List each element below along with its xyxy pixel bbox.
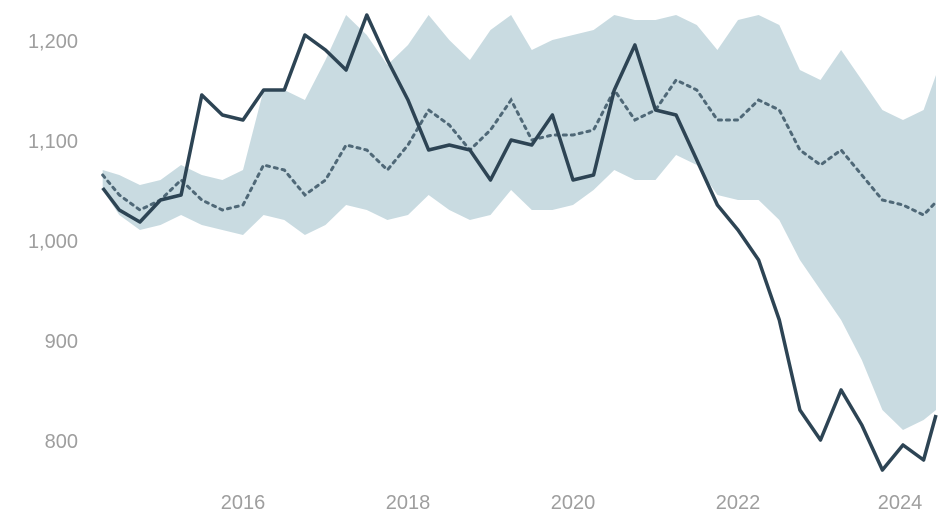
- band-area: [102, 15, 936, 430]
- x-axis: 2016 2018 2020 2022 2024: [221, 492, 923, 514]
- actual-series-line: [101, 13, 938, 472]
- uncertainty-band: [102, 15, 936, 430]
- x-tick-label: 2022: [716, 492, 761, 514]
- y-tick-label: 900: [45, 331, 78, 353]
- y-tick-label: 1,200: [28, 31, 78, 53]
- median-forecast-line: [101, 78, 938, 217]
- x-tick-label: 2016: [221, 492, 266, 514]
- y-tick-label: 800: [45, 431, 78, 453]
- y-tick-label: 1,100: [28, 131, 78, 153]
- median-line: [101, 78, 938, 217]
- y-tick-label: 1,000: [28, 231, 78, 253]
- x-tick-label: 2020: [551, 492, 596, 514]
- y-axis: 1,200 1,100 1,000 900 800: [28, 31, 78, 453]
- x-tick-label: 2024: [878, 492, 923, 514]
- x-tick-label: 2018: [386, 492, 431, 514]
- actual-line: [101, 13, 938, 472]
